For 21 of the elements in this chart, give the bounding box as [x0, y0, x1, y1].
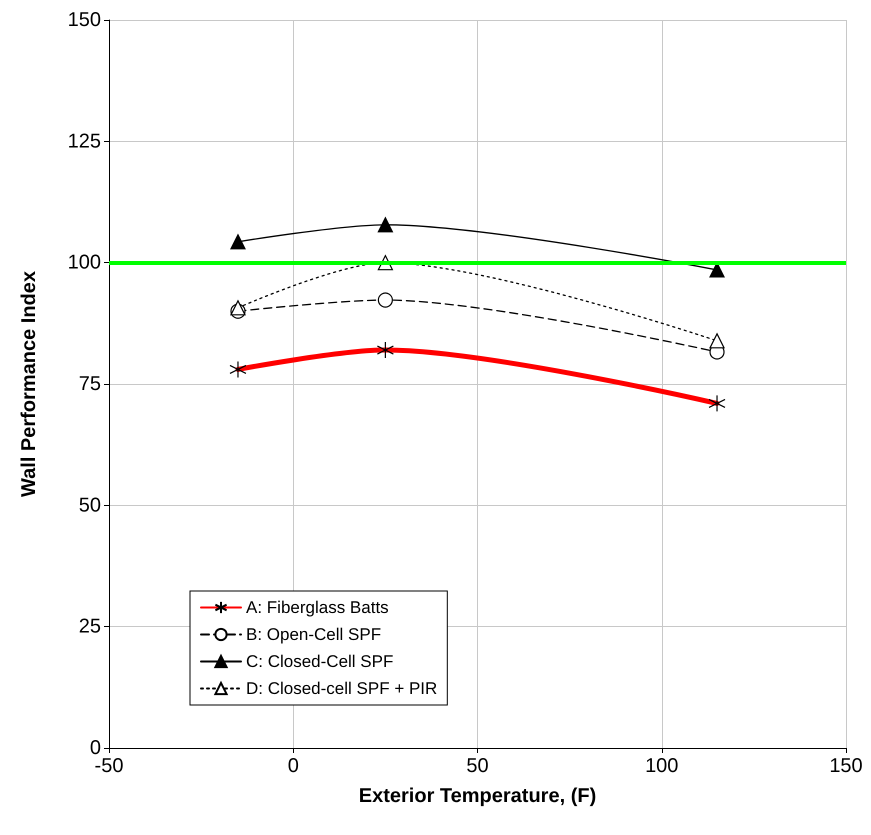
y-tick-label: 75 — [78, 373, 101, 395]
point — [378, 217, 393, 232]
point — [709, 333, 725, 348]
y-tick-label: 25 — [78, 616, 101, 638]
y-tick-label: 150 — [68, 9, 101, 31]
x-axis-title: Exterior Temperature, (F) — [358, 785, 596, 807]
legend-label: A: Fiberglass Batts — [246, 598, 389, 617]
legend-label: D: Closed-cell SPF + PIR — [246, 679, 438, 698]
legend-label: B: Open-Cell SPF — [246, 625, 382, 644]
y-tick-label: 100 — [68, 252, 101, 274]
y-tick-label: 50 — [78, 494, 101, 516]
y-tick-label: 125 — [68, 130, 101, 152]
x-tick-label: 50 — [466, 755, 489, 777]
x-tick-label: 0 — [288, 755, 299, 777]
x-tick-label: 150 — [829, 755, 863, 777]
point — [378, 292, 393, 308]
x-tick-label: 100 — [645, 755, 678, 777]
y-axis-title: Wall Performance Index — [18, 271, 40, 497]
point — [230, 234, 246, 250]
point — [230, 300, 246, 316]
legend-label: C: Closed-Cell SPF — [246, 652, 394, 671]
